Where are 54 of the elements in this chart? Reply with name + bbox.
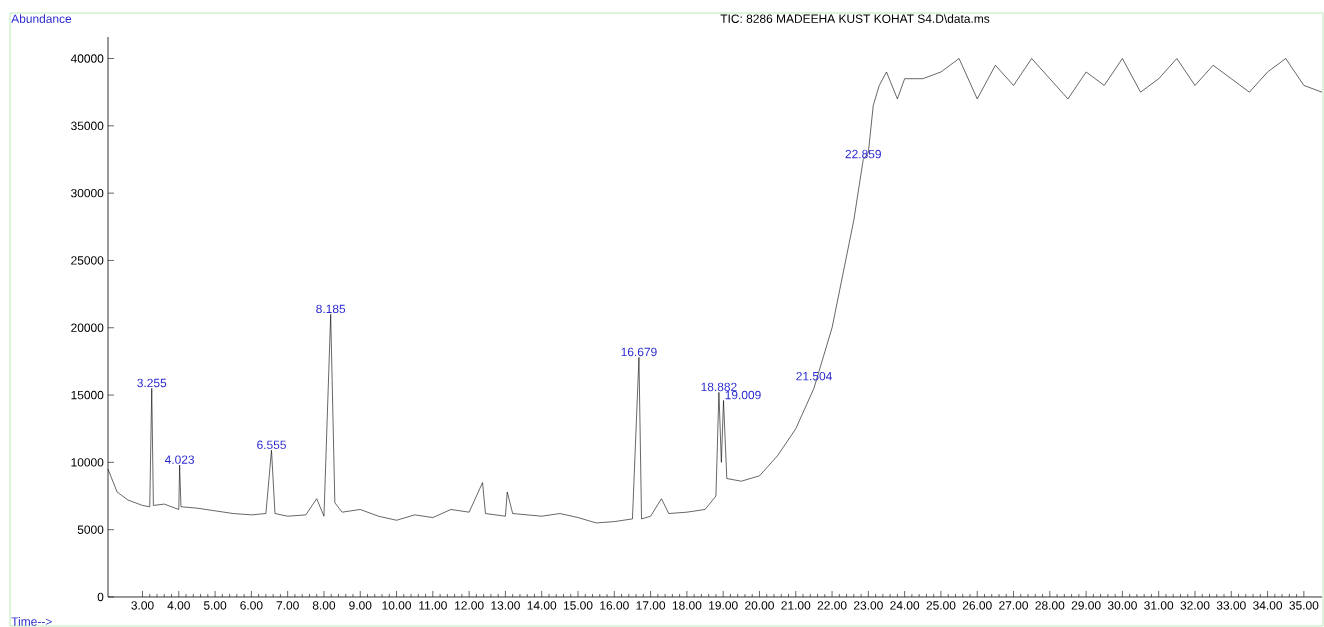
x-tick-label: 11.00 [419,601,447,610]
annotation: 21.504 [796,371,832,381]
annotation: 8.185 [316,304,346,314]
annotation: 19.009 [725,390,761,400]
x-tick-label: 17.00 [636,601,666,610]
x-tick-label: 23.00 [853,601,883,610]
y-tick-label: 0 [97,592,104,602]
x-tick-label: 5.00 [203,601,227,610]
annotation: 16.679 [621,347,657,357]
x-tick-label: 35.00 [1289,601,1319,610]
x-tick-label: 25.00 [926,601,956,610]
y-tick-label: 25000 [71,256,104,265]
x-tick-label: 19.00 [709,601,738,610]
y-tick-label: 40000 [70,54,104,63]
annotation: 3.255 [137,378,167,388]
x-tick-label: 26.00 [962,601,992,610]
x-tick-label: 31.00 [1144,601,1174,610]
y-tick-label: 10000 [71,458,104,467]
x-tick-label: 34.00 [1253,601,1283,610]
x-tick-label: 15.00 [563,601,593,610]
y-tick-label: 35000 [71,121,104,131]
x-tick-label: 6.00 [240,601,263,610]
annotation: 18.882 [701,382,737,392]
x-tick-label: 3.00 [131,601,154,610]
annotation: 22.859 [845,149,881,159]
x-tick-label: 29.00 [1071,601,1101,610]
x-tick-label: 8.00 [312,601,336,610]
x-tick-label: 16.00 [600,601,629,610]
x-tick-label: 27.00 [999,601,1029,610]
x-tick-label: 18.00 [672,601,702,610]
x-tick-label: 12.00 [455,601,484,610]
x-axis-title: Time--> [11,617,52,626]
y-tick-label: 5000 [77,525,104,534]
x-tick-label: 33.00 [1216,601,1246,610]
x-tick-label: 7.00 [276,601,299,610]
x-tick-label: 24.00 [890,601,920,610]
x-tick-label: 22.00 [817,601,847,610]
x-tick-label: 32.00 [1180,601,1210,610]
x-tick-label: 9.00 [349,601,372,610]
x-tick-label: 4.00 [167,601,190,610]
x-tick-label: 20.00 [745,601,774,610]
annotation: 6.555 [257,440,286,450]
y-tick-label: 15000 [71,390,104,400]
x-tick-label: 21.00 [781,601,811,610]
x-tick-label: 30.00 [1107,601,1137,610]
y-axis-title: Abundance [11,14,72,23]
x-tick-label: 13.00 [491,601,520,610]
x-tick-label: 10.00 [382,601,412,610]
x-tick-label: 14.00 [527,601,557,610]
annotation: 4.023 [164,455,195,464]
y-tick-label: 30000 [71,188,104,198]
y-tick-label: 20000 [71,323,104,332]
x-tick-label: 28.00 [1035,601,1065,610]
chart-title: TIC: 8286 MADEEHA KUST KOHAT S4.D\data.ms [720,14,990,23]
